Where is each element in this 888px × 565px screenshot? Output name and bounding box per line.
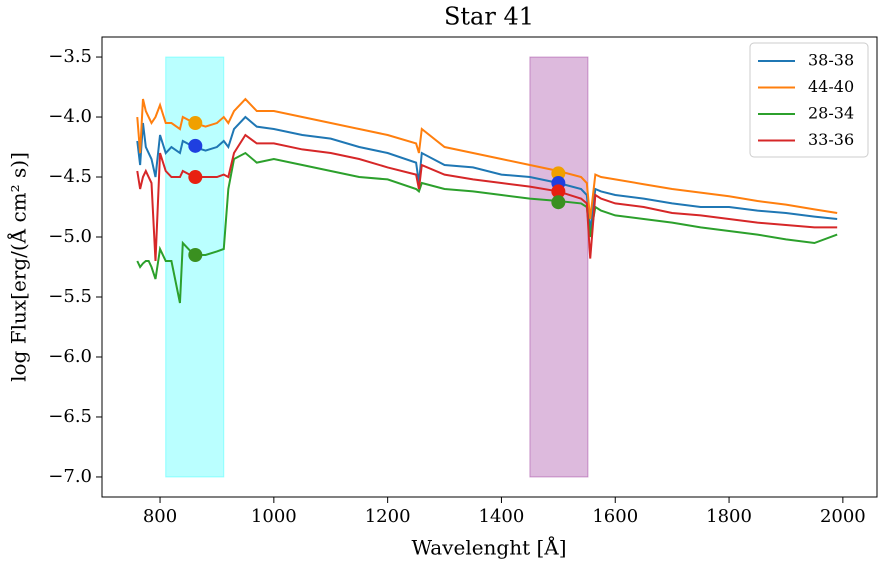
x-tick-label: 1800 — [706, 506, 752, 527]
x-tick-label: 1200 — [365, 506, 411, 527]
data-line — [136, 115, 838, 232]
y-tick-label: −4.5 — [48, 166, 92, 187]
legend-label: 38-38 — [808, 51, 854, 70]
plot-frame — [101, 36, 878, 498]
y-tick-label: −6.5 — [48, 406, 92, 427]
x-tick-label: 2000 — [820, 506, 866, 527]
x-tick-label: 800 — [143, 506, 177, 527]
marker — [188, 116, 203, 131]
legend-label: 33-36 — [808, 130, 854, 149]
legend-box — [749, 42, 869, 158]
legend-label: 44-40 — [808, 77, 854, 96]
data-line — [136, 97, 838, 220]
x-tick-label: 1000 — [251, 506, 297, 527]
marker — [188, 248, 203, 263]
marker — [551, 184, 566, 199]
marker — [551, 166, 566, 181]
y-tick-label: −7.0 — [48, 466, 92, 487]
shaded-region — [529, 56, 589, 478]
x-tick-label: 1600 — [592, 506, 638, 527]
marker — [188, 170, 203, 185]
y-tick-label: −3.5 — [48, 46, 92, 67]
marker — [188, 138, 203, 153]
y-tick-label: −5.5 — [48, 286, 92, 307]
legend-label: 28-34 — [808, 104, 854, 123]
data-line — [136, 151, 838, 304]
x-axis-label: Wavelenght [Å] — [411, 535, 566, 560]
marker — [551, 195, 566, 210]
y-tick-label: −6.0 — [48, 346, 92, 367]
chart-title: Star 41 — [444, 3, 534, 31]
y-tick-label: −4.0 — [48, 106, 92, 127]
data-line — [136, 133, 838, 262]
y-axis-label: log Flux[erg/(Å cm² s)] — [6, 152, 31, 382]
y-tick-label: −5.0 — [48, 226, 92, 247]
x-tick-label: 1400 — [479, 506, 525, 527]
